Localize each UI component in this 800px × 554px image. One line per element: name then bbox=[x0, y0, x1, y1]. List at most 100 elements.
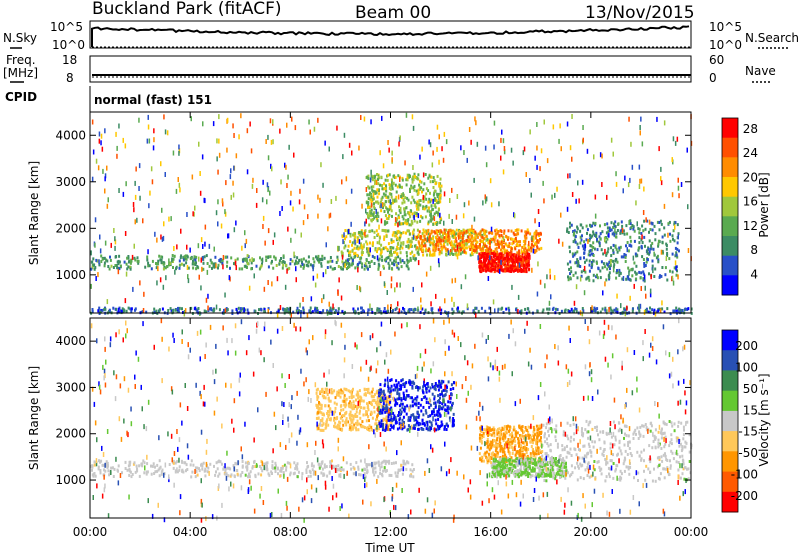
range-cell bbox=[128, 260, 130, 264]
range-cell bbox=[388, 208, 391, 212]
range-cell bbox=[390, 192, 393, 196]
range-cell bbox=[356, 238, 359, 242]
range-cell bbox=[369, 191, 371, 195]
scatter-cell bbox=[502, 138, 505, 144]
range-cell bbox=[383, 307, 386, 310]
scatter-cell bbox=[530, 192, 532, 198]
range-cell bbox=[372, 468, 374, 472]
range-cell bbox=[659, 219, 662, 223]
scatter-cell bbox=[398, 220, 401, 226]
y-tick-label: 1000 bbox=[55, 268, 86, 282]
range-cell bbox=[608, 275, 611, 279]
range-cell bbox=[349, 232, 352, 236]
scatter-cell bbox=[490, 226, 493, 232]
range-cell bbox=[324, 404, 327, 408]
range-cell bbox=[605, 278, 608, 282]
range-cell bbox=[388, 459, 391, 463]
scatter-cell bbox=[218, 114, 220, 120]
scatter-cell bbox=[391, 157, 393, 163]
range-cell bbox=[395, 379, 398, 383]
scatter-cell bbox=[300, 312, 302, 318]
range-cell bbox=[491, 238, 493, 242]
range-cell bbox=[505, 441, 508, 445]
scatter-cell bbox=[154, 231, 156, 237]
range-cell bbox=[474, 249, 477, 253]
range-cell bbox=[591, 234, 594, 238]
range-cell bbox=[319, 403, 322, 407]
range-cell bbox=[436, 240, 439, 244]
range-cell bbox=[489, 237, 492, 241]
range-cell bbox=[504, 249, 507, 253]
scatter-cell bbox=[106, 165, 108, 171]
range-cell bbox=[481, 228, 484, 232]
range-cell bbox=[323, 463, 326, 467]
range-cell bbox=[381, 228, 384, 232]
range-cell bbox=[321, 388, 323, 392]
range-cell bbox=[458, 310, 461, 314]
range-cell bbox=[488, 247, 491, 251]
range-cell bbox=[434, 388, 437, 392]
scatter-cell bbox=[686, 147, 688, 153]
range-cell bbox=[621, 277, 624, 281]
range-cell bbox=[494, 439, 497, 443]
range-cell bbox=[377, 265, 380, 269]
range-cell bbox=[398, 426, 401, 430]
scatter-cell bbox=[500, 155, 502, 161]
scatter-cell bbox=[178, 150, 180, 156]
range-cell bbox=[515, 255, 518, 259]
range-cell bbox=[522, 258, 525, 262]
range-cell bbox=[446, 242, 449, 246]
range-cell bbox=[425, 401, 428, 404]
range-cell bbox=[365, 419, 368, 423]
range-cell bbox=[259, 256, 261, 260]
range-cell bbox=[529, 434, 532, 438]
scatter-cell bbox=[102, 168, 104, 174]
range-cell bbox=[378, 188, 380, 192]
scatter-cell bbox=[451, 187, 453, 193]
range-cell bbox=[461, 246, 464, 249]
range-cell bbox=[442, 388, 445, 392]
range-cell bbox=[657, 244, 660, 248]
range-cell bbox=[592, 246, 595, 249]
range-cell bbox=[351, 420, 354, 424]
scatter-cell bbox=[643, 186, 645, 192]
range-cell bbox=[574, 271, 577, 275]
range-cell bbox=[431, 383, 434, 386]
range-cell bbox=[436, 424, 439, 428]
range-cell bbox=[646, 258, 649, 261]
scatter-cell bbox=[186, 265, 189, 270]
range-cell bbox=[329, 460, 332, 464]
range-cell bbox=[274, 470, 277, 473]
scatter-cell bbox=[215, 210, 218, 216]
range-cell bbox=[618, 246, 621, 250]
range-cell bbox=[409, 215, 412, 219]
range-cell bbox=[514, 430, 517, 434]
scatter-cell bbox=[439, 195, 441, 201]
range-cell bbox=[646, 249, 649, 253]
range-cell bbox=[432, 237, 434, 241]
scatter-cell bbox=[503, 146, 506, 151]
range-cell bbox=[416, 207, 418, 211]
range-cell bbox=[387, 261, 390, 265]
scatter-cell bbox=[358, 239, 361, 245]
range-cell bbox=[385, 423, 388, 427]
scatter-cell bbox=[436, 146, 438, 152]
range-cell bbox=[513, 233, 516, 237]
range-cell bbox=[628, 244, 631, 247]
range-cell bbox=[435, 210, 438, 214]
scatter-cell bbox=[178, 144, 180, 150]
scatter-cell bbox=[529, 129, 531, 135]
range-cell bbox=[395, 190, 398, 194]
range-cell bbox=[452, 419, 454, 423]
station-title: Buckland Park (fitACF) bbox=[92, 0, 282, 19]
scatter-cell bbox=[448, 213, 450, 219]
scatter-cell bbox=[648, 219, 651, 225]
range-cell bbox=[453, 245, 456, 249]
range-cell bbox=[116, 260, 119, 264]
range-cell bbox=[513, 260, 516, 264]
scatter-cell bbox=[215, 263, 217, 269]
range-cell bbox=[348, 254, 351, 257]
range-cell bbox=[535, 249, 538, 253]
range-cell bbox=[379, 200, 382, 204]
scatter-cell bbox=[677, 274, 679, 280]
